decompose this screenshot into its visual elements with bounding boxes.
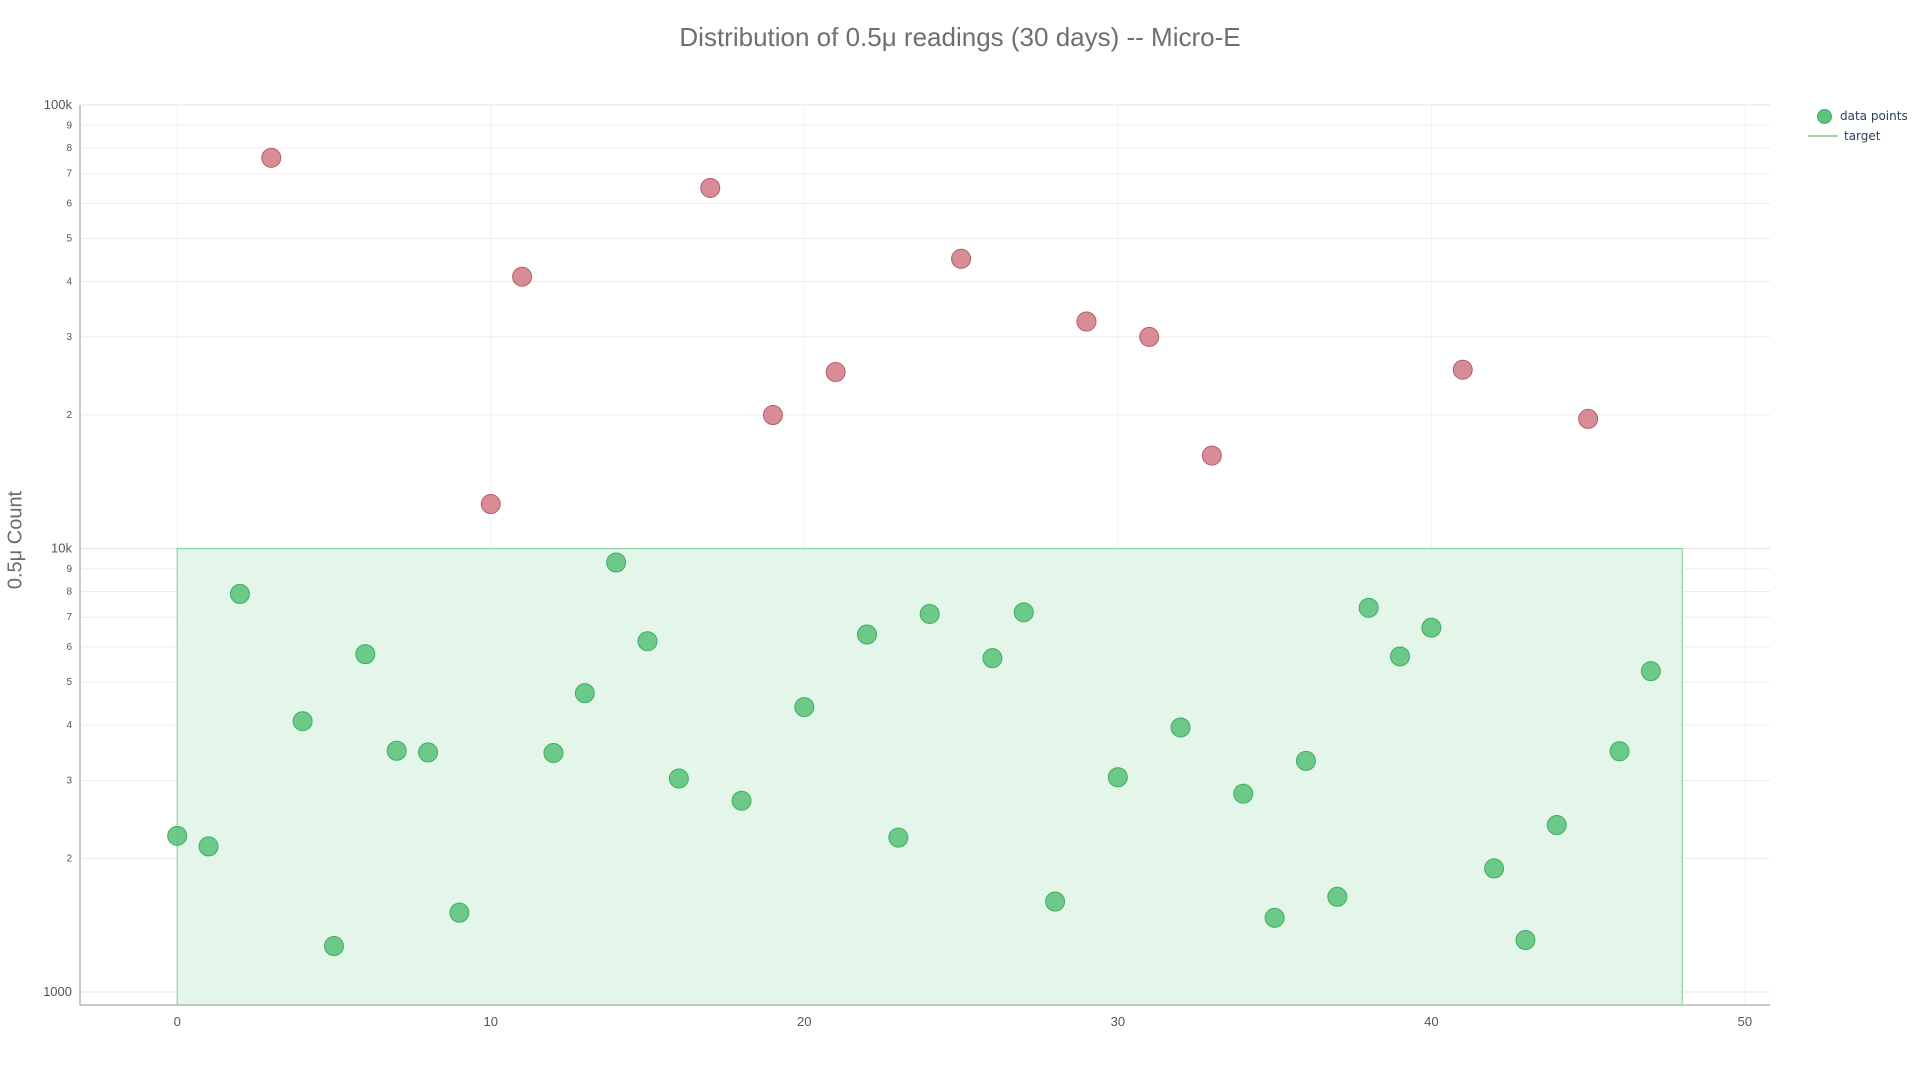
data-point [1045, 891, 1066, 912]
data-point [1107, 767, 1128, 788]
data-point [606, 552, 627, 573]
data-point [323, 936, 344, 957]
data-point [982, 648, 1003, 669]
data-point [637, 631, 658, 652]
data-point [1233, 783, 1254, 804]
legend-item-data-points[interactable]: data points [1808, 106, 1908, 126]
data-point [1452, 359, 1473, 380]
y-minor-tick-label: 2 [66, 854, 72, 865]
y-minor-tick-label: 7 [66, 612, 72, 623]
data-point [1578, 408, 1599, 429]
data-point [449, 902, 470, 923]
y-minor-tick-label: 3 [66, 775, 72, 786]
data-points [167, 147, 1661, 957]
y-minor-tick-label: 6 [66, 642, 72, 653]
data-point [668, 768, 689, 789]
data-point [1013, 602, 1034, 623]
data-point [1609, 741, 1630, 762]
data-point [1295, 750, 1316, 771]
data-point [198, 836, 219, 857]
data-point [1170, 717, 1191, 738]
y-minor-tick-label: 3 [66, 332, 72, 343]
data-point [574, 683, 595, 704]
x-tick-label: 50 [1738, 1014, 1752, 1029]
data-point [512, 266, 533, 287]
data-point [1421, 617, 1442, 638]
y-minor-tick-label: 5 [66, 234, 72, 245]
data-point [700, 177, 721, 198]
legend-line-marker-icon [1808, 135, 1838, 137]
y-minor-tick-label: 6 [66, 198, 72, 209]
x-tick-label: 20 [797, 1014, 811, 1029]
data-point [794, 697, 815, 718]
data-point [355, 644, 376, 665]
legend-point-marker-icon [1817, 108, 1832, 124]
x-tick-label: 0 [174, 1014, 181, 1029]
y-minor-tick-label: 8 [66, 143, 72, 154]
data-point [1327, 886, 1348, 907]
data-point [825, 362, 846, 383]
y-minor-tick-label: 8 [66, 587, 72, 598]
y-tick-label: 1000 [43, 984, 72, 999]
data-point [1546, 815, 1567, 836]
data-point [386, 740, 407, 761]
data-point [1201, 445, 1222, 466]
y-minor-tick-label: 4 [66, 276, 72, 287]
y-tick-label: 10k [51, 541, 72, 556]
data-point [762, 405, 783, 426]
data-point [229, 583, 250, 604]
data-point [731, 790, 752, 811]
x-tick-label: 40 [1424, 1014, 1438, 1029]
data-point [543, 742, 564, 763]
data-point [919, 603, 940, 624]
y-minor-tick-label: 9 [66, 564, 72, 575]
data-point [1358, 597, 1379, 618]
legend-label-data-points: data points [1840, 109, 1908, 123]
data-point [292, 711, 313, 732]
legend[interactable]: data points target [1808, 106, 1908, 146]
data-point [1390, 646, 1411, 667]
legend-item-target[interactable]: target [1808, 126, 1908, 146]
x-tick-label: 10 [484, 1014, 498, 1029]
y-tick-label: 100k [44, 97, 73, 112]
legend-label-target: target [1844, 129, 1881, 143]
chart-title: Distribution of 0.5μ readings (30 days) … [679, 22, 1241, 52]
y-minor-tick-label: 4 [66, 720, 72, 731]
y-tick-labels: 1000 10k 100k 2 3 4 5 6 7 8 9 2 3 4 5 6 7 8 9 [43, 97, 72, 999]
y-minor-tick-label: 2 [66, 410, 72, 421]
data-point [1515, 930, 1536, 951]
data-point [1264, 907, 1285, 928]
x-tick-label: 30 [1111, 1014, 1125, 1029]
x-tick-labels: 0 10 20 30 40 50 [174, 1014, 1753, 1029]
data-point [856, 624, 877, 645]
data-point [1640, 661, 1661, 682]
y-minor-tick-label: 9 [66, 120, 72, 131]
data-point [1139, 326, 1160, 347]
data-point [261, 147, 282, 168]
axes [79, 105, 1770, 1006]
data-point [1484, 858, 1505, 879]
data-point [888, 827, 909, 848]
y-minor-tick-label: 7 [66, 169, 72, 180]
data-point [167, 825, 188, 846]
y-minor-tick-label: 5 [66, 677, 72, 688]
data-point [1076, 311, 1097, 332]
data-point [951, 248, 972, 269]
data-point [480, 494, 501, 515]
data-point [418, 742, 439, 763]
